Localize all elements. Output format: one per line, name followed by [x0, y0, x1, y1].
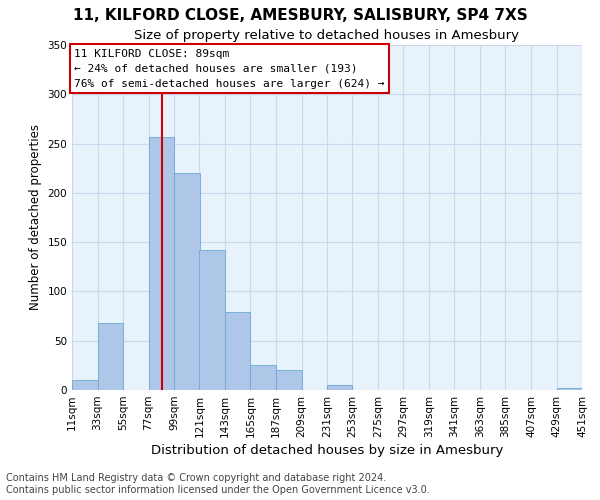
Text: 11, KILFORD CLOSE, AMESBURY, SALISBURY, SP4 7XS: 11, KILFORD CLOSE, AMESBURY, SALISBURY, …: [73, 8, 527, 22]
X-axis label: Distribution of detached houses by size in Amesbury: Distribution of detached houses by size …: [151, 444, 503, 457]
Bar: [276, 370, 302, 390]
Bar: [97, 323, 123, 390]
Bar: [557, 388, 582, 390]
Text: Contains HM Land Registry data © Crown copyright and database right 2024.
Contai: Contains HM Land Registry data © Crown c…: [6, 474, 430, 495]
Title: Size of property relative to detached houses in Amesbury: Size of property relative to detached ho…: [134, 30, 520, 43]
Bar: [199, 250, 225, 390]
Bar: [72, 380, 97, 390]
Y-axis label: Number of detached properties: Number of detached properties: [29, 124, 42, 310]
Bar: [174, 173, 199, 390]
Bar: [251, 366, 276, 390]
Bar: [327, 385, 352, 390]
Bar: [225, 312, 251, 390]
Text: 11 KILFORD CLOSE: 89sqm
← 24% of detached houses are smaller (193)
76% of semi-d: 11 KILFORD CLOSE: 89sqm ← 24% of detache…: [74, 49, 385, 88]
Bar: [149, 136, 174, 390]
